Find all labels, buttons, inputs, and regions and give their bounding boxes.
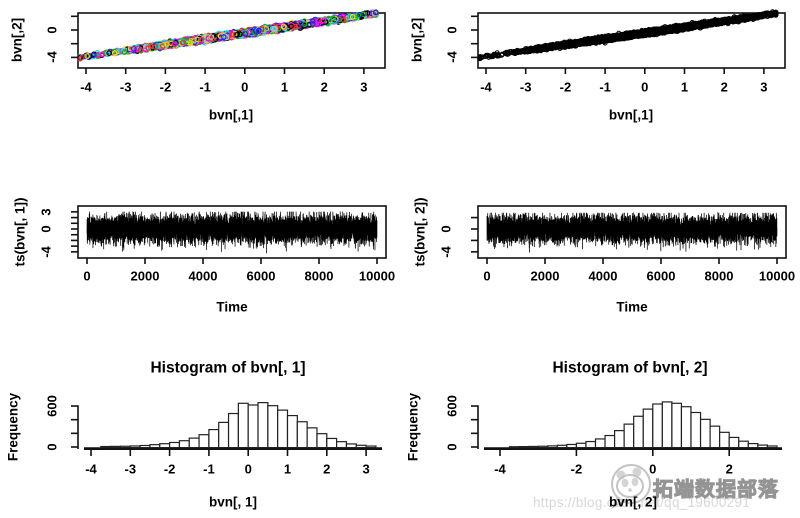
x-tick-label: -2: [570, 461, 583, 477]
x-tick-label: -2: [159, 79, 172, 95]
panel-scatter-bvn-colored: bvn[,2] bvn[,1] -4 -3 -2 -1 0 1 2 3 0 -4: [0, 0, 400, 170]
x-tick-label: -1: [599, 79, 611, 95]
x-tick-label: -2: [559, 79, 572, 95]
plot-title: Histogram of bvn[, 2]: [552, 359, 708, 377]
x-tick-label: -3: [519, 79, 532, 95]
x-axis-label: bvn[,1]: [608, 107, 654, 123]
y-tick-label: 0: [438, 225, 454, 233]
x-tick-label: 2: [720, 79, 728, 95]
x-tick-label: -3: [119, 79, 132, 95]
y-tick-label: -4: [438, 246, 454, 258]
y-tick-label: 3: [38, 208, 54, 216]
y-tick-label: 600: [444, 395, 460, 417]
y-tick-label: -4: [444, 51, 460, 64]
panel-histogram-bvn2: Histogram of bvn[, 2] Frequency bvn[, 2]…: [400, 345, 800, 518]
x-tick-label: -4: [80, 79, 92, 95]
x-tick-label: -4: [494, 461, 506, 477]
y-tick-label: 0: [44, 443, 60, 451]
panel-histogram-bvn1: Histogram of bvn[, 1] Frequency bvn[, 1]…: [0, 345, 400, 518]
x-tick-label: 8000: [704, 268, 734, 284]
x-tick-label: 2000: [130, 268, 160, 284]
x-tick-label: -3: [124, 461, 137, 477]
y-tick-label: 0: [444, 443, 460, 451]
x-axis-label: Time: [616, 299, 648, 315]
trace-bvn1-canvas: [0, 170, 400, 345]
x-axis-label: Time: [216, 299, 248, 315]
x-tick-label: 6000: [246, 268, 276, 284]
x-tick-label: 3: [362, 461, 370, 477]
x-tick-label: 0: [83, 268, 91, 284]
x-axis-label: bvn[,1]: [208, 107, 254, 123]
y-tick-label: -4: [44, 51, 60, 64]
scatter-black-canvas: [400, 0, 800, 170]
y-tick-label: -4: [38, 246, 54, 258]
x-tick-label: 0: [649, 461, 657, 477]
x-tick-label: 8000: [304, 268, 334, 284]
panel-trace-bvn2: ts(bvn[, 2]) Time 0 2000 4000 6000 8000 10000…: [400, 170, 800, 345]
x-tick-label: -4: [480, 79, 492, 95]
y-axis-label: bvn[,2]: [409, 17, 425, 63]
panel-trace-bvn1: ts(bvn[, 1]) Time 0 2000 4000 6000 8000 10000…: [0, 170, 400, 345]
x-tick-label: 0: [483, 268, 491, 284]
y-tick-label: 0: [44, 26, 60, 34]
y-axis-label: ts(bvn[, 1]): [12, 197, 28, 267]
x-tick-label: 1: [283, 461, 292, 477]
x-tick-label: 10000: [758, 268, 796, 284]
y-axis-label: Frequency: [405, 392, 421, 462]
trace-bvn2-canvas: [400, 170, 800, 345]
x-tick-label: 2: [320, 79, 328, 95]
x-tick-label: 0: [241, 79, 249, 95]
x-tick-label: 1: [680, 79, 689, 95]
y-axis-label: ts(bvn[, 2]): [412, 197, 428, 267]
x-tick-label: 3: [360, 79, 368, 95]
x-tick-label: 2: [725, 461, 733, 477]
y-tick-label: 600: [44, 395, 60, 417]
y-axis-label: Frequency: [5, 392, 21, 462]
x-axis-label: bvn[, 1]: [208, 494, 258, 510]
scatter-colored-canvas: [0, 0, 400, 170]
x-tick-label: 0: [641, 79, 649, 95]
y-tick-label: 0: [38, 225, 54, 233]
histogram-bvn2-canvas: [400, 345, 800, 518]
x-tick-label: 6000: [646, 268, 676, 284]
x-tick-label: 3: [760, 79, 768, 95]
y-tick-label: 0: [444, 26, 460, 34]
x-tick-label: 2000: [530, 268, 560, 284]
y-axis-label: bvn[,2]: [9, 17, 25, 63]
panel-scatter-bvn-black: bvn[,2] bvn[,1] -4 -3 -2 -1 0 1 2 3 0 -4: [400, 0, 800, 170]
x-tick-label: 2: [323, 461, 331, 477]
x-tick-label: -2: [163, 461, 176, 477]
x-axis-label: bvn[, 2]: [608, 494, 658, 510]
x-tick-label: -4: [85, 461, 97, 477]
x-tick-label: 4000: [188, 268, 218, 284]
plot-title: Histogram of bvn[, 1]: [150, 359, 306, 377]
x-tick-label: 10000: [358, 268, 396, 284]
x-tick-label: -1: [203, 461, 215, 477]
x-tick-label: -1: [199, 79, 211, 95]
x-tick-label: 1: [280, 79, 289, 95]
x-tick-label: 0: [244, 461, 252, 477]
histogram-bvn1-canvas: [0, 345, 400, 518]
x-tick-label: 4000: [588, 268, 618, 284]
